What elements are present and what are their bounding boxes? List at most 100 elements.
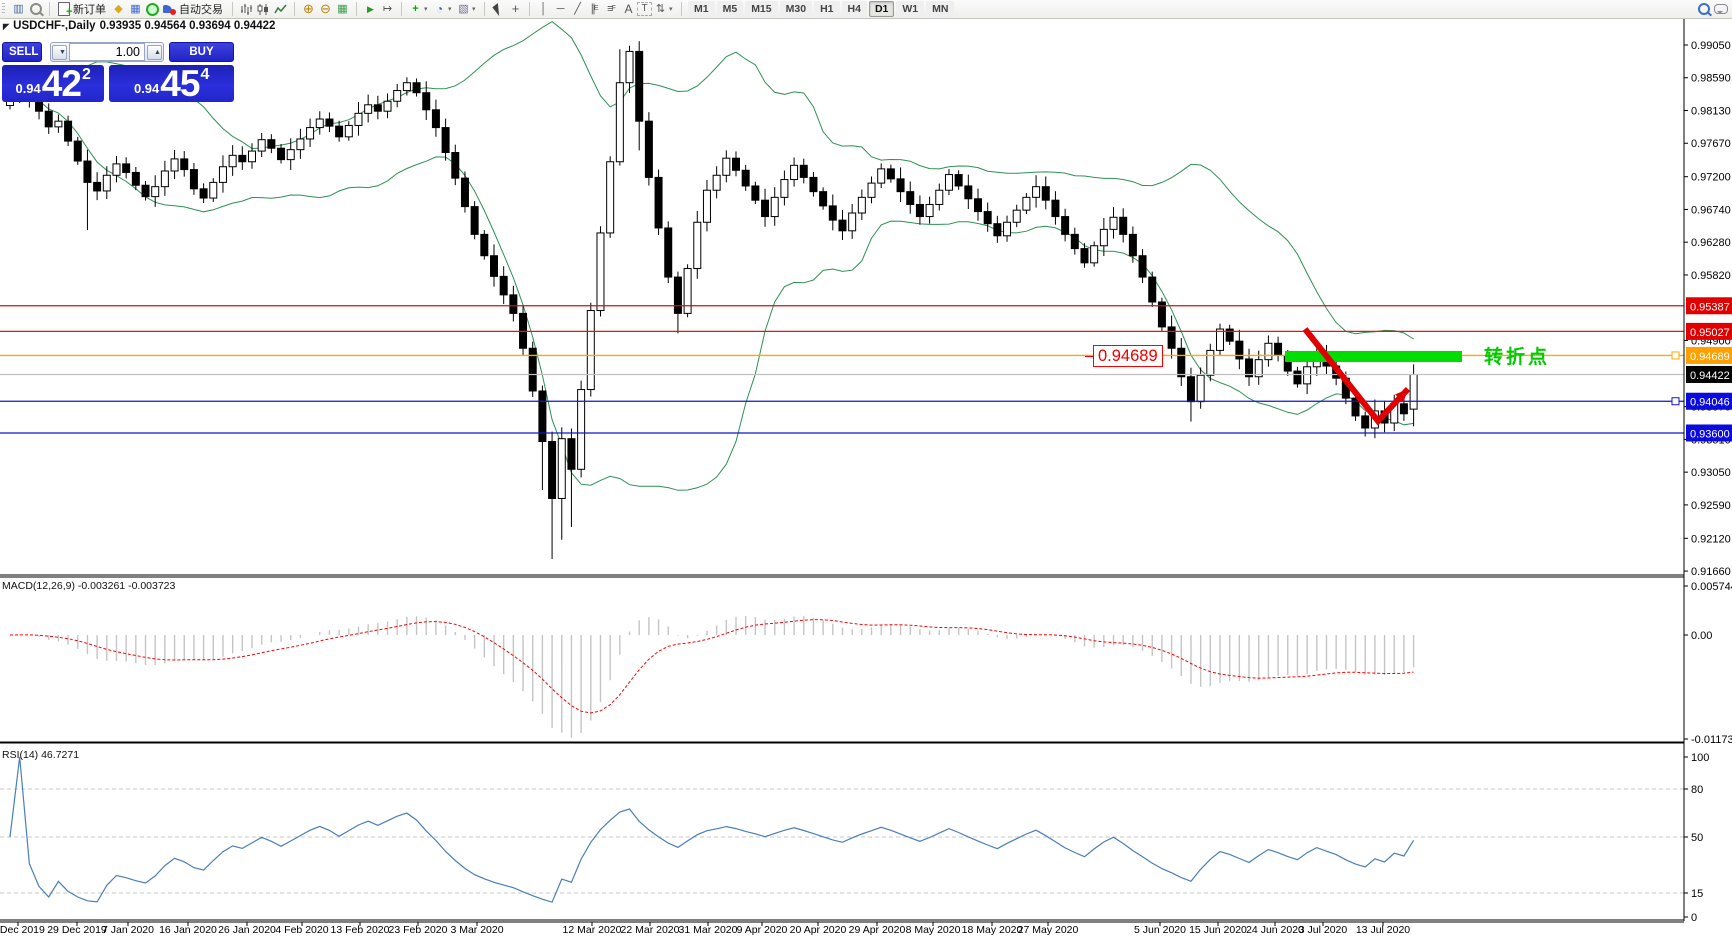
- candle-body: [819, 191, 828, 207]
- level-handle[interactable]: [1671, 351, 1680, 360]
- candle-body: [1012, 209, 1021, 223]
- fibonacci-tool-icon[interactable]: ≡ F: [607, 3, 616, 15]
- sell-price-panel[interactable]: 0.94 42 2: [2, 65, 105, 102]
- candle-body: [1361, 415, 1370, 429]
- price-callout-box[interactable]: 0.94689: [1085, 345, 1163, 367]
- volume-input[interactable]: [69, 43, 145, 61]
- text-tool-icon[interactable]: A: [624, 2, 633, 16]
- auto-trading-icon[interactable]: [161, 1, 178, 17]
- chart-shift-icon[interactable]: ↦: [382, 3, 393, 15]
- chart-window-icon[interactable]: ▥: [13, 3, 24, 15]
- timeframe-button-m15[interactable]: M15: [745, 1, 778, 17]
- auto-trading-button[interactable]: 自动交易: [179, 4, 223, 16]
- bar-chart-icon[interactable]: [238, 1, 255, 17]
- period-caret-icon[interactable]: ▾: [448, 6, 452, 13]
- candle-body: [1303, 366, 1312, 385]
- red-zigzag-arrow[interactable]: [1302, 327, 1411, 426]
- level-price-badge: [1686, 424, 1732, 442]
- candle-body: [1225, 328, 1234, 342]
- candle-body: [1409, 373, 1418, 410]
- candle-body: [1254, 359, 1263, 378]
- timeframe-button-m1[interactable]: M1: [688, 1, 715, 17]
- candle-body: [577, 389, 586, 470]
- cursor-icon[interactable]: [490, 1, 507, 17]
- candle-body: [470, 206, 479, 235]
- timeframe-button-m30[interactable]: M30: [779, 1, 813, 17]
- candle-body: [1119, 216, 1128, 235]
- candle-body: [741, 169, 750, 187]
- price-axis-tick-label: 0.97670: [1691, 138, 1731, 150]
- period-clock-icon[interactable]: ◔: [435, 2, 444, 16]
- vertical-line-tool-icon[interactable]: │: [540, 3, 547, 15]
- tile-windows-icon[interactable]: ▦: [337, 3, 348, 15]
- label-tool-icon[interactable]: T: [637, 2, 652, 16]
- timeframe-button-mn[interactable]: MN: [926, 1, 955, 17]
- level-price-badge: [1686, 392, 1732, 410]
- indicators-list-icon[interactable]: ◆: [114, 3, 123, 15]
- template-icon[interactable]: ▧: [458, 3, 469, 15]
- chat-icon[interactable]: [1712, 1, 1729, 17]
- candle-body: [1041, 186, 1050, 201]
- green-highlight-bar[interactable]: [1285, 351, 1462, 362]
- candle-body: [93, 181, 102, 192]
- toolbar-grip[interactable]: [2, 3, 5, 15]
- date-axis-label: 8 May 2020: [906, 924, 961, 936]
- arrows-tool-icon[interactable]: ⇅: [655, 3, 666, 15]
- buy-price-panel[interactable]: 0.94 45 4: [109, 65, 234, 102]
- candle-body: [228, 154, 237, 168]
- signals-icon[interactable]: [144, 1, 161, 17]
- add-indicator-caret-icon[interactable]: ▾: [424, 6, 428, 13]
- candle-body: [102, 174, 111, 192]
- timeframe-button-w1[interactable]: W1: [896, 1, 925, 17]
- candle-body: [625, 50, 634, 84]
- candle-body: [1177, 347, 1186, 378]
- date-axis-label: 15 Jun 2020: [1189, 924, 1247, 936]
- candle-body: [480, 233, 489, 257]
- trendline-tool-icon[interactable]: ╱: [574, 3, 581, 15]
- candle-body: [441, 127, 450, 153]
- template-caret-icon[interactable]: ▾: [472, 6, 476, 13]
- turning-point-text[interactable]: 转折点: [1484, 347, 1551, 368]
- new-order-button[interactable]: 新订单: [73, 4, 106, 16]
- timeframe-button-d1[interactable]: D1: [868, 1, 895, 17]
- rsi-axis-label: 80: [1691, 784, 1703, 796]
- zoom-in-icon[interactable]: ⊕: [303, 1, 314, 16]
- buy-button[interactable]: BUY: [169, 42, 234, 62]
- candle-body: [993, 223, 1002, 237]
- volume-increase-button[interactable]: ▲: [147, 44, 162, 60]
- candle-body: [673, 276, 682, 314]
- timeframe-button-m5[interactable]: M5: [716, 1, 744, 17]
- volume-decrease-button[interactable]: ▼: [52, 44, 67, 60]
- data-preview-icon[interactable]: [27, 1, 44, 17]
- candle-body: [538, 390, 547, 443]
- candlestick-chart-icon[interactable]: [255, 1, 272, 17]
- channel-tool-icon[interactable]: ∥ E: [590, 3, 599, 15]
- candle-body: [1245, 358, 1254, 378]
- line-chart-icon[interactable]: [272, 1, 289, 17]
- new-order-icon[interactable]: [55, 1, 73, 20]
- search-icon[interactable]: [1695, 1, 1712, 17]
- candle-body: [1070, 233, 1079, 250]
- price-axis-tick-label: 0.98590: [1691, 73, 1731, 85]
- candle-body: [1128, 233, 1137, 257]
- candle-body: [654, 176, 663, 229]
- profiles-icon[interactable]: ▦: [130, 3, 141, 15]
- candle-body: [1186, 376, 1195, 403]
- macd-label: MACD(12,26,9) -0.003261 -0.003723: [2, 580, 176, 592]
- zoom-out-icon[interactable]: ⊖: [320, 1, 331, 16]
- candle-body: [199, 188, 208, 199]
- date-axis-label: 3 Mar 2020: [450, 924, 503, 936]
- add-indicator-icon[interactable]: +: [412, 3, 419, 15]
- timeframe-button-h4[interactable]: H4: [841, 1, 867, 17]
- crosshair-icon[interactable]: +: [511, 1, 520, 16]
- date-axis-label: 26 Jan 2020: [218, 924, 276, 936]
- horizontal-line-tool-icon[interactable]: ─: [556, 3, 565, 15]
- sell-button[interactable]: SELL: [2, 42, 42, 62]
- arrows-caret-icon[interactable]: ▾: [669, 6, 673, 13]
- level-handle[interactable]: [1671, 397, 1680, 406]
- timeframe-button-h1[interactable]: H1: [814, 1, 840, 17]
- auto-scroll-icon[interactable]: ▶: [367, 4, 374, 14]
- date-axis-label: 22 Mar 2020: [621, 924, 680, 936]
